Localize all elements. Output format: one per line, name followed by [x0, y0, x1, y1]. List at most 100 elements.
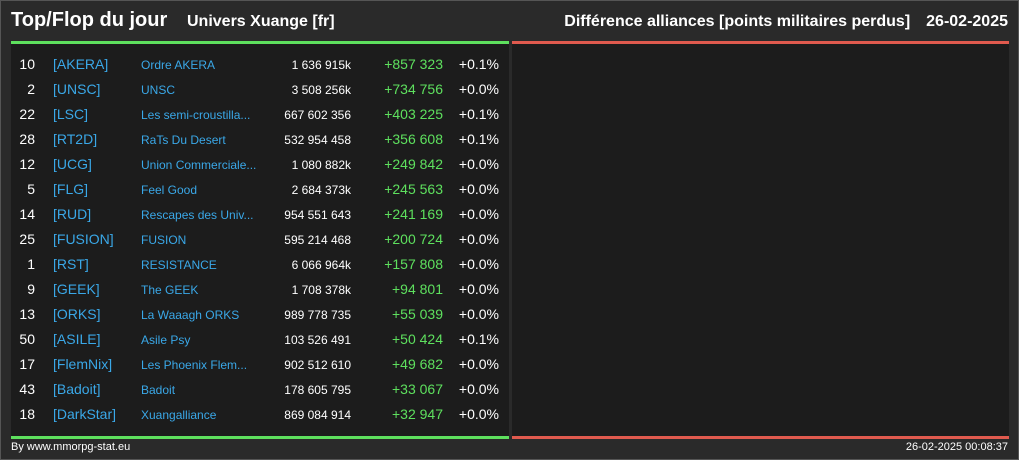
points-cell: 954 551 643 — [284, 208, 351, 222]
table-row: 14 [RUD] Rescapes des Univ... 954 551 643 +2… — [11, 201, 509, 226]
alliance-name-link[interactable]: Ordre AKERA — [141, 58, 216, 72]
alliance-name-link[interactable]: UNSC — [141, 83, 176, 97]
alliance-tag-link[interactable]: [DarkStar] — [53, 406, 117, 422]
percent-cell: +0.0% — [458, 231, 499, 247]
points-cell: 3 508 256k — [291, 83, 351, 97]
difference-cell: +157 808 — [384, 256, 443, 272]
percent-cell: +0.0% — [458, 206, 499, 222]
alliance-name-link[interactable]: RaTs Du Desert — [141, 133, 226, 147]
percent-cell: +0.0% — [458, 356, 499, 372]
percent-cell: +0.0% — [458, 256, 499, 272]
percent-cell: +0.0% — [458, 281, 499, 297]
alliance-name-link[interactable]: Union Commerciale... — [141, 158, 257, 172]
points-cell: 667 602 356 — [284, 108, 351, 122]
points-cell: 1 080 882k — [291, 158, 351, 172]
alliance-name-link[interactable]: FUSION — [141, 233, 187, 247]
table-row: 18 [DarkStar] Xuangalliance 869 084 914 +32 … — [11, 401, 509, 426]
alliance-name-link[interactable]: Feel Good — [141, 183, 198, 197]
table-row: 28 [RT2D] RaTs Du Desert 532 954 458 +356 60… — [11, 126, 509, 151]
difference-cell: +241 169 — [384, 206, 443, 222]
difference-cell: +200 724 — [384, 231, 443, 247]
percent-cell: +0.1% — [458, 106, 499, 122]
points-cell: 1 636 915k — [291, 58, 351, 72]
rank-cell: 50 — [19, 331, 35, 347]
rank-cell: 18 — [19, 406, 35, 422]
rank-cell: 43 — [19, 381, 35, 397]
table-row: 13 [ORKS] La Waaagh ORKS 989 778 735 +55 039… — [11, 301, 509, 326]
difference-cell: +49 682 — [392, 356, 443, 372]
alliance-name-link[interactable]: Xuangalliance — [141, 408, 217, 422]
percent-cell: +0.0% — [458, 406, 499, 422]
alliance-name-link[interactable]: RESISTANCE — [141, 258, 217, 272]
points-cell: 2 684 373k — [291, 183, 351, 197]
alliance-tag-link[interactable]: [ASILE] — [53, 331, 101, 347]
points-cell: 532 954 458 — [284, 133, 351, 147]
alliance-tag-link[interactable]: [UNSC] — [53, 81, 101, 97]
difference-cell: +55 039 — [392, 306, 443, 322]
alliance-tag-link[interactable]: [RT2D] — [53, 131, 98, 147]
alliance-name-link[interactable]: La Waaagh ORKS — [141, 308, 240, 322]
table-row: 50 [ASILE] Asile Psy 103 526 491 +50 424 +0.1… — [11, 326, 509, 351]
percent-cell: +0.1% — [458, 131, 499, 147]
alliance-name-link[interactable]: The GEEK — [141, 283, 199, 297]
rank-cell: 9 — [27, 281, 35, 297]
alliance-tag-link[interactable]: [ORKS] — [53, 306, 101, 322]
difference-cell: +356 608 — [384, 131, 443, 147]
alliance-tag-link[interactable]: [RST] — [53, 256, 89, 272]
rank-cell: 1 — [27, 256, 35, 272]
top-alliances-panel: 10 [AKERA] Ordre AKERA 1 636 915k +857 323 +0… — [11, 41, 509, 439]
alliance-name-link[interactable]: Rescapes des Univ... — [141, 208, 254, 222]
source-credit: By www.mmorpg-stat.eu — [11, 441, 131, 453]
alliance-tag-link[interactable]: [FlemNix] — [53, 356, 113, 372]
generated-timestamp: 26-02-2025 00:08:37 — [905, 441, 1008, 453]
alliance-tag-link[interactable]: [RUD] — [53, 206, 92, 222]
percent-cell: +0.1% — [458, 56, 499, 72]
alliance-tag-link[interactable]: [AKERA] — [53, 56, 109, 72]
points-cell: 595 214 468 — [284, 233, 351, 247]
difference-cell: +403 225 — [384, 106, 443, 122]
points-cell: 902 512 610 — [284, 358, 351, 372]
alliance-name-link[interactable]: Asile Psy — [141, 333, 191, 347]
difference-cell: +94 801 — [392, 281, 443, 297]
table-row: 9 [GEEK] The GEEK 1 708 378k +94 801 +0.0% — [11, 276, 509, 301]
rank-cell: 22 — [19, 106, 35, 122]
alliance-tag-link[interactable]: [LSC] — [53, 106, 89, 122]
universe-subtitle: Univers Xuange [fr] — [187, 13, 335, 30]
rank-cell: 12 — [19, 156, 35, 172]
alliance-tag-link[interactable]: [FUSION] — [53, 231, 114, 247]
points-cell: 989 778 735 — [284, 308, 351, 322]
difference-cell: +734 756 — [384, 81, 443, 97]
points-cell: 869 084 914 — [284, 408, 351, 422]
alliance-name-link[interactable]: Badoit — [141, 383, 176, 397]
rank-cell: 5 — [27, 181, 35, 197]
rank-cell: 14 — [19, 206, 35, 222]
percent-cell: +0.0% — [458, 81, 499, 97]
rank-cell: 13 — [19, 306, 35, 322]
alliance-tag-link[interactable]: [Badoit] — [53, 381, 101, 397]
percent-cell: +0.0% — [458, 156, 499, 172]
difference-cell: +857 323 — [384, 56, 443, 72]
alliance-tag-link[interactable]: [GEEK] — [53, 281, 100, 297]
difference-cell: +249 842 — [384, 156, 443, 172]
points-cell: 178 605 795 — [284, 383, 351, 397]
difference-cell: +32 947 — [392, 406, 443, 422]
table-row: 10 [AKERA] Ordre AKERA 1 636 915k +857 323 +0… — [11, 51, 509, 76]
table-row: 5 [FLG] Feel Good 2 684 373k +245 563 +0.0% — [11, 176, 509, 201]
ranking-caption: Différence alliances [points militaires … — [564, 13, 1008, 31]
alliance-tag-link[interactable]: [FLG] — [53, 181, 89, 197]
flop-alliances-panel — [512, 41, 1009, 439]
ranking-type: Différence alliances [points militaires … — [564, 13, 911, 30]
percent-cell: +0.0% — [458, 381, 499, 397]
table-row: 12 [UCG] Union Commerciale... 1 080 882k +24… — [11, 151, 509, 176]
table-row: 2 [UNSC] UNSC 3 508 256k +734 756 +0.0% — [11, 76, 509, 101]
table-row: 1 [RST] RESISTANCE 6 066 964k +157 808 +0.0% — [11, 251, 509, 276]
rank-cell: 10 — [19, 56, 35, 72]
ranking-date: 26-02-2025 — [926, 13, 1008, 30]
alliance-name-link[interactable]: Les Phoenix Flem... — [141, 358, 248, 372]
table-row: 22 [LSC] Les semi-croustilla... 667 602 356… — [11, 101, 509, 126]
page-title: Top/Flop du jour — [11, 9, 168, 31]
alliance-tag-link[interactable]: [UCG] — [53, 156, 92, 172]
alliance-name-link[interactable]: Les semi-croustilla... — [141, 108, 251, 122]
points-cell: 6 066 964k — [291, 258, 351, 272]
percent-cell: +0.0% — [458, 306, 499, 322]
